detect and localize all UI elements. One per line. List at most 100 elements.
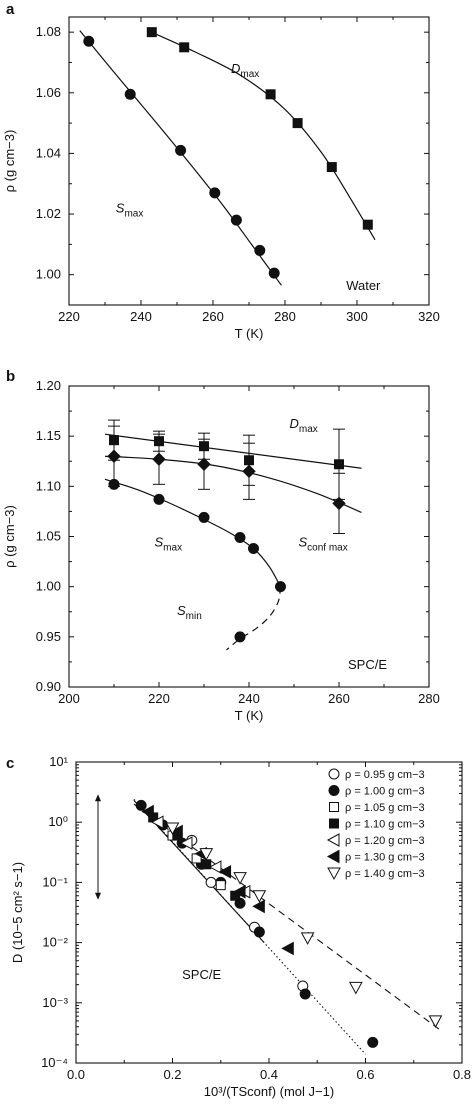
panel-letter: a (6, 1, 15, 18)
y-tick-label: 10⁻² (42, 935, 68, 950)
range-arrow-head (95, 794, 101, 802)
data-point (108, 478, 120, 490)
annotation-subscript: min (186, 611, 202, 622)
series-sconf (104, 425, 362, 534)
y-tick-label: 1.00 (36, 579, 61, 594)
data-point (179, 42, 190, 53)
data-point (300, 932, 315, 945)
x-tick-label: 0.6 (356, 1067, 374, 1082)
annotation-symbol: S (116, 201, 125, 216)
chart-panel-a: a 220 240 260 280 300 320 1.00 1.02 1.04 1.06 1.08 T… (2, 1, 440, 341)
y-tick-label: 1.10 (36, 478, 61, 493)
annotation-subscript: max (163, 543, 182, 554)
data-point (208, 860, 222, 874)
data-point (233, 872, 247, 885)
annotation-smin_label: Smin (177, 603, 202, 622)
annotation-subscript: max (299, 424, 318, 435)
data-point (199, 848, 214, 861)
data-point (326, 162, 337, 173)
data-point (170, 824, 183, 839)
legend-label: ρ = 1.05 g cm−3 (345, 802, 425, 814)
y-tick-label: 10⁻¹ (42, 874, 68, 889)
series-curve (104, 455, 362, 513)
legend-label: ρ = 1.30 g cm−3 (345, 852, 425, 864)
data-point (83, 35, 95, 47)
plot-frame (68, 16, 430, 306)
data-point (230, 214, 242, 226)
data-point (135, 799, 147, 811)
y-axis-label: ρ (g cm−3) (2, 505, 17, 568)
data-point (209, 187, 221, 199)
series-curve (104, 433, 362, 469)
x-tick-label: 200 (58, 691, 80, 706)
chart-panel-c: c 0.0 0.2 0.4 0.6 0.8 10⁻⁴ 10⁻³ 10⁻² 10⁻¹ 10⁰ 10¹ 10… (6, 754, 471, 1099)
x-tick-label: 260 (202, 309, 224, 324)
x-tick-label: 240 (130, 309, 152, 324)
panel-letter: c (6, 755, 14, 772)
x-tick-label: 260 (328, 691, 350, 706)
y-tick-label: 1.02 (36, 206, 61, 221)
data-point (107, 449, 121, 463)
data-point (150, 815, 164, 830)
data-point (201, 859, 212, 870)
y-tick-label: 1.05 (36, 529, 61, 544)
x-tick-label: 0.8 (453, 1067, 471, 1082)
series-curve (147, 30, 376, 241)
series-dmax (146, 27, 376, 241)
annotation-smax_label: Smax (116, 201, 144, 220)
annotation-dmax_label: Dmax (290, 416, 318, 435)
y-tick-label: 1.00 (36, 267, 61, 282)
data-point (428, 1015, 443, 1028)
y-tick-label: 0.95 (36, 629, 61, 644)
x-tick-label: 320 (418, 309, 440, 324)
series-smax (104, 478, 282, 587)
data-point (205, 876, 217, 888)
data-point (367, 1036, 379, 1048)
data-point (281, 941, 294, 956)
legend-marker (329, 802, 339, 812)
y-tick-label: 1.08 (36, 24, 61, 39)
data-point (175, 144, 187, 156)
annotation-symbol: S (155, 535, 164, 550)
series-r095 (186, 834, 309, 992)
data-point (248, 543, 259, 555)
legend-label: ρ = 1.40 g cm−3 (345, 868, 425, 880)
series-curve (226, 586, 282, 651)
y-tick-label: 10¹ (49, 754, 68, 769)
data-point (253, 926, 265, 938)
annotation-smax_label: Smax (155, 535, 183, 554)
series-curve (104, 478, 282, 587)
data-point (153, 493, 165, 505)
data-point (242, 464, 256, 478)
data-point (292, 118, 303, 129)
annotation-symbol: S (177, 603, 186, 618)
x-axis-label: 10³/(TSconf) (mol J−1) (204, 1084, 334, 1099)
y-axis-label: D (10−5 cm² s−1) (10, 862, 25, 963)
chart-panel-b: b 200 220 240 260 280 0.90 0.95 1.00 1.05 1.10 1.15… (2, 368, 440, 723)
annotation-water_label: Water (346, 278, 381, 293)
data-point (334, 459, 344, 470)
data-point (141, 804, 154, 819)
x-axis-label: T (K) (235, 708, 264, 723)
legend-marker (328, 785, 340, 796)
data-point (165, 822, 180, 836)
data-point (197, 457, 211, 471)
range-arrow-head (95, 892, 101, 900)
annotation-symbol: D (231, 61, 240, 76)
data-point (146, 27, 157, 38)
panel-letter: b (6, 368, 15, 385)
data-point (124, 88, 136, 100)
annotation-symbol: S (299, 535, 308, 550)
x-tick-label: 300 (346, 309, 368, 324)
x-tick-label: 240 (238, 691, 260, 706)
y-tick-label: 0.90 (36, 679, 61, 694)
data-point (198, 511, 210, 523)
annotation-subscript: conf max (307, 543, 348, 554)
legend: ρ = 0.95 g cm−3 ρ = 1.00 g cm−3 ρ = 1.05 g… (326, 768, 425, 881)
legend-marker (327, 867, 341, 881)
x-tick-label: 0.2 (163, 1067, 181, 1082)
y-tick-label: 1.04 (36, 145, 61, 160)
legend-marker (328, 768, 340, 780)
y-tick-label: 1.06 (36, 85, 61, 100)
data-point (265, 89, 276, 100)
